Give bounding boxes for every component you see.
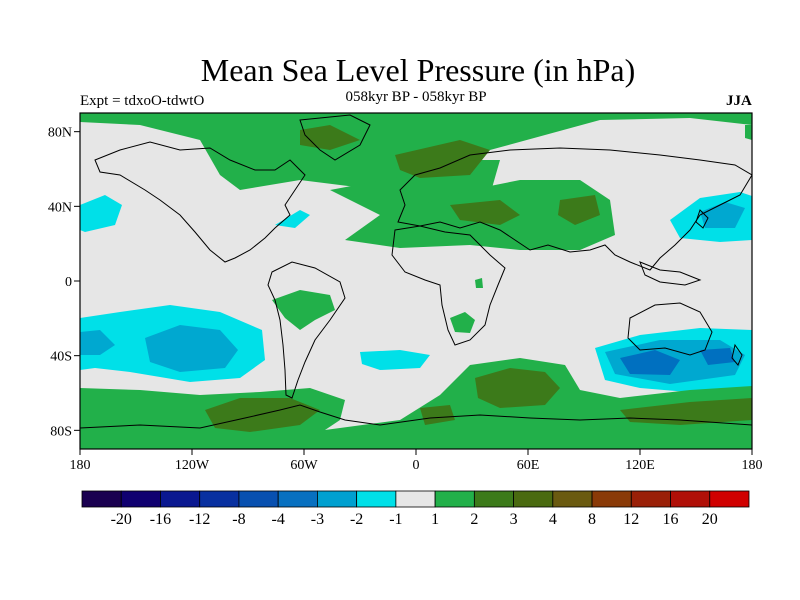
colorbar-swatch [277, 490, 318, 508]
colorbar-label: -16 [150, 511, 171, 528]
season-label: JJA [726, 93, 752, 109]
colorbar-label: 3 [510, 511, 518, 528]
colorbar-label: -8 [232, 511, 245, 528]
asia-dark-region-2 [558, 195, 600, 225]
colorbar-swatch [395, 490, 436, 508]
x-tick-label: 0 [413, 458, 420, 473]
colorbar-label: -3 [311, 511, 324, 528]
colorbar-swatch [199, 490, 240, 508]
northwest-pacific-negative-region [80, 195, 122, 232]
x-tick-label: 60E [517, 458, 540, 473]
colorbar-swatch [317, 490, 358, 508]
australia-negative-core-2 [620, 350, 680, 375]
y-tick-label: 40S [50, 350, 72, 365]
colorbar-swatch [513, 490, 554, 508]
colorbar-swatch [709, 490, 750, 508]
colorbar-swatch [630, 490, 671, 508]
colorbar-label: 8 [588, 511, 596, 528]
greenland-coast [299, 114, 371, 161]
colorbar-label: 20 [702, 511, 718, 528]
australia-coast [627, 302, 713, 356]
colorbar-swatch [552, 490, 593, 508]
south-pacific-negative-core [145, 325, 238, 372]
colorbar-label: 1 [431, 511, 439, 528]
chart-title: Mean Sea Level Pressure (in hPa) [200, 52, 636, 88]
arctic-dark-region [300, 125, 360, 150]
siberia-dark-region [395, 140, 490, 178]
colorbar: -20 -16 -12 -8 -4 -3 -2 -1 1 2 3 4 8 12 16 20 [81, 490, 750, 528]
colorbar-swatch [670, 490, 711, 508]
colorbar-swatch [160, 490, 201, 508]
colorbar-swatch [473, 490, 514, 508]
x-tick-label: 120E [625, 458, 655, 473]
colorbar-swatch [81, 490, 122, 508]
x-tick-label: 60W [290, 458, 318, 473]
y-tick-label: 80N [48, 126, 72, 141]
colorbar-swatch [120, 490, 161, 508]
colorbar-swatch [434, 490, 475, 508]
south-indian-dark-region [475, 368, 560, 408]
indonesia-coast [639, 261, 702, 286]
colorbar-label: 2 [470, 511, 478, 528]
south-america-coast [267, 261, 346, 399]
chart-subtitle: 058kyr BP - 058kyr BP [345, 89, 487, 105]
new-zealand-coast [731, 343, 743, 366]
colorbar-label: -20 [111, 511, 132, 528]
anomaly-fields [80, 113, 752, 449]
australia-negative-core-3 [700, 348, 735, 365]
north-america-coast [94, 141, 306, 263]
south-america-positive-region [272, 290, 335, 330]
south-atlantic-negative-region [360, 350, 430, 370]
africa-positive-small [475, 278, 483, 288]
southern-ocean-dark-region [205, 398, 320, 432]
x-tick-label: 180 [742, 458, 763, 473]
greenland-positive [745, 125, 752, 140]
colorbar-swatch [356, 490, 397, 508]
y-tick-label: 80S [50, 424, 72, 439]
colorbar-label: 4 [549, 511, 557, 528]
x-axis-ticks: 180 120W 60W 0 60E 120E 180 [70, 449, 763, 473]
y-axis-ticks: 80N 40N 0 40S 80S [48, 126, 80, 439]
colorbar-label: 16 [663, 511, 679, 528]
x-tick-label: 120W [175, 458, 210, 473]
japan-coast [695, 209, 709, 229]
y-tick-label: 40N [48, 200, 72, 215]
colorbar-label: -12 [189, 511, 210, 528]
colorbar-swatch [238, 490, 279, 508]
colorbar-label: 12 [623, 511, 639, 528]
africa-coast [391, 225, 506, 346]
asia-dark-region [450, 200, 520, 225]
x-tick-label: 180 [70, 458, 91, 473]
southern-ocean-dark-region-3 [420, 405, 455, 425]
coastlines [80, 114, 752, 429]
colorbar-label: -4 [272, 511, 285, 528]
experiment-label: Expt = tdxoO-tdwtO [80, 93, 205, 109]
colorbar-label: -1 [389, 511, 402, 528]
southern-africa-positive-region [450, 312, 475, 333]
colorbar-swatch [591, 490, 632, 508]
colorbar-label: -2 [350, 511, 363, 528]
antarctica-coast [80, 404, 752, 429]
south-pacific-negative-core-2 [80, 330, 115, 355]
north-atlantic-negative-region [275, 210, 310, 228]
y-tick-label: 0 [65, 275, 72, 290]
eurasia-coast [397, 147, 752, 271]
north-pacific-negative-core [700, 202, 745, 228]
southern-ocean-dark-region-2 [620, 398, 752, 425]
